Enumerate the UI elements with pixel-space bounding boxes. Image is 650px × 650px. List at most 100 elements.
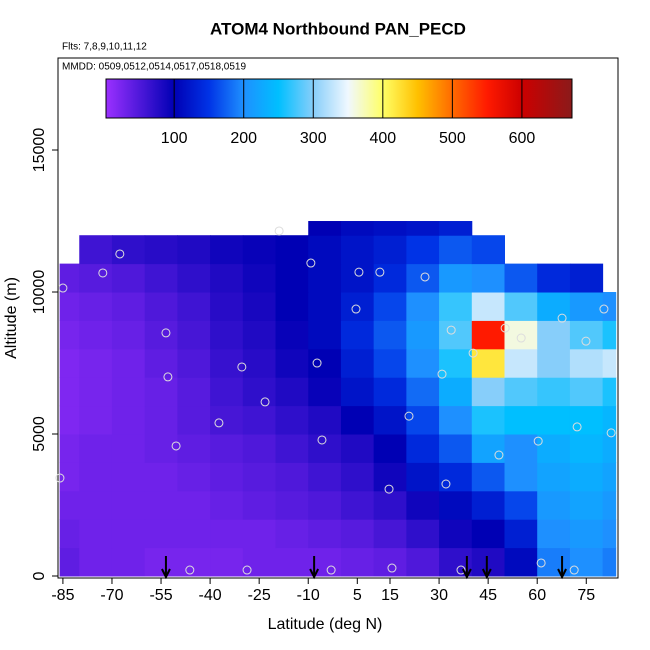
colorbar-tick-label: 400 bbox=[369, 130, 396, 147]
heat-cell bbox=[569, 490, 604, 520]
heat-cell bbox=[406, 434, 440, 463]
heat-cell bbox=[471, 462, 505, 492]
sample-point bbox=[441, 479, 451, 489]
heat-cell bbox=[79, 405, 113, 435]
heat-cell bbox=[504, 377, 538, 407]
heat-cell bbox=[210, 263, 244, 293]
heat-cell bbox=[59, 490, 80, 520]
heat-cell bbox=[79, 490, 113, 520]
heat-cell bbox=[471, 263, 505, 293]
heat-cell bbox=[210, 519, 244, 549]
colorbar-tick-label: 100 bbox=[161, 130, 188, 147]
heat-cell bbox=[504, 547, 538, 577]
heat-cell bbox=[340, 405, 375, 435]
heat-cell bbox=[602, 377, 617, 407]
heat-cell bbox=[537, 292, 571, 321]
heat-cell bbox=[210, 405, 244, 435]
heat-cell bbox=[275, 235, 309, 265]
heat-cell bbox=[144, 320, 178, 350]
sample-point bbox=[171, 441, 181, 451]
x-axis-label: Latitude (deg N) bbox=[268, 616, 383, 633]
heat-cell bbox=[79, 348, 113, 378]
heat-cell bbox=[308, 320, 342, 350]
heat-cell bbox=[504, 462, 538, 492]
heat-cell bbox=[177, 292, 211, 321]
heat-cell bbox=[79, 547, 113, 577]
heat-cell bbox=[504, 519, 538, 549]
heat-cell bbox=[177, 320, 211, 350]
heat-cell bbox=[406, 292, 440, 321]
heat-cell bbox=[340, 462, 375, 492]
heat-cell bbox=[406, 235, 440, 265]
x-tick-label: -40 bbox=[199, 587, 222, 604]
sample-point bbox=[384, 484, 394, 494]
arrow bbox=[161, 556, 171, 580]
heat-cell bbox=[275, 519, 309, 549]
heat-cell bbox=[406, 377, 440, 407]
heat-cell bbox=[275, 348, 309, 378]
heat-cell bbox=[275, 377, 309, 407]
heat-cell bbox=[340, 547, 375, 577]
sample-point bbox=[581, 336, 591, 346]
x-tick-label: 30 bbox=[430, 587, 448, 604]
heat-cell bbox=[177, 263, 211, 293]
heat-cell bbox=[308, 235, 342, 265]
heat-cell bbox=[569, 377, 604, 407]
heat-cell bbox=[504, 490, 538, 520]
heat-cell bbox=[79, 519, 113, 549]
arrow-head bbox=[309, 568, 320, 580]
heat-cell bbox=[59, 320, 80, 350]
heat-cell bbox=[504, 263, 538, 293]
heat-cell bbox=[144, 490, 178, 520]
heat-cell bbox=[373, 348, 407, 378]
heat-cell bbox=[308, 348, 342, 378]
heat-cell bbox=[537, 320, 571, 350]
heat-cell bbox=[373, 490, 407, 520]
heat-cell bbox=[406, 221, 440, 236]
x-tick-label: -25 bbox=[248, 587, 271, 604]
heat-cell bbox=[111, 519, 146, 549]
heat-cell bbox=[275, 434, 309, 463]
heat-cell bbox=[373, 405, 407, 435]
y-tick-label: 0 bbox=[31, 571, 48, 580]
heat-cell bbox=[308, 490, 342, 520]
heat-cell bbox=[602, 292, 617, 321]
heat-cell bbox=[177, 235, 211, 265]
x-tick-label: 75 bbox=[577, 587, 595, 604]
heat-cell bbox=[210, 235, 244, 265]
heat-cell bbox=[111, 434, 146, 463]
colorbar bbox=[105, 78, 573, 119]
heat-cell bbox=[439, 462, 473, 492]
sample-point bbox=[351, 304, 361, 314]
sample-point bbox=[375, 267, 385, 277]
heat-cell bbox=[275, 320, 309, 350]
heat-cell bbox=[439, 292, 473, 321]
heat-cell bbox=[504, 405, 538, 435]
heat-cell bbox=[569, 462, 604, 492]
sample-point bbox=[404, 411, 414, 421]
heat-cell bbox=[242, 263, 277, 293]
heat-cell bbox=[504, 320, 538, 350]
heat-cell bbox=[569, 547, 604, 577]
heat-cell bbox=[308, 292, 342, 321]
heatmap bbox=[59, 221, 617, 577]
chart-title: ATOM4 Northbound PAN_PECD bbox=[210, 19, 466, 38]
sample-point bbox=[569, 565, 579, 575]
sample-point bbox=[306, 258, 316, 268]
heat-cell bbox=[111, 348, 146, 378]
arrow-head bbox=[481, 568, 492, 580]
heat-cell bbox=[439, 405, 473, 435]
heat-cell bbox=[177, 377, 211, 407]
heat-cell bbox=[439, 235, 473, 265]
sample-point bbox=[260, 397, 270, 407]
heat-cell bbox=[406, 405, 440, 435]
heat-cell bbox=[340, 490, 375, 520]
heat-cell bbox=[537, 519, 571, 549]
x-tick-label: 5 bbox=[353, 587, 362, 604]
heat-cell bbox=[439, 348, 473, 378]
heat-cell bbox=[111, 405, 146, 435]
heat-cell bbox=[340, 235, 375, 265]
heat-cell bbox=[406, 547, 440, 577]
sample-point bbox=[237, 362, 247, 372]
